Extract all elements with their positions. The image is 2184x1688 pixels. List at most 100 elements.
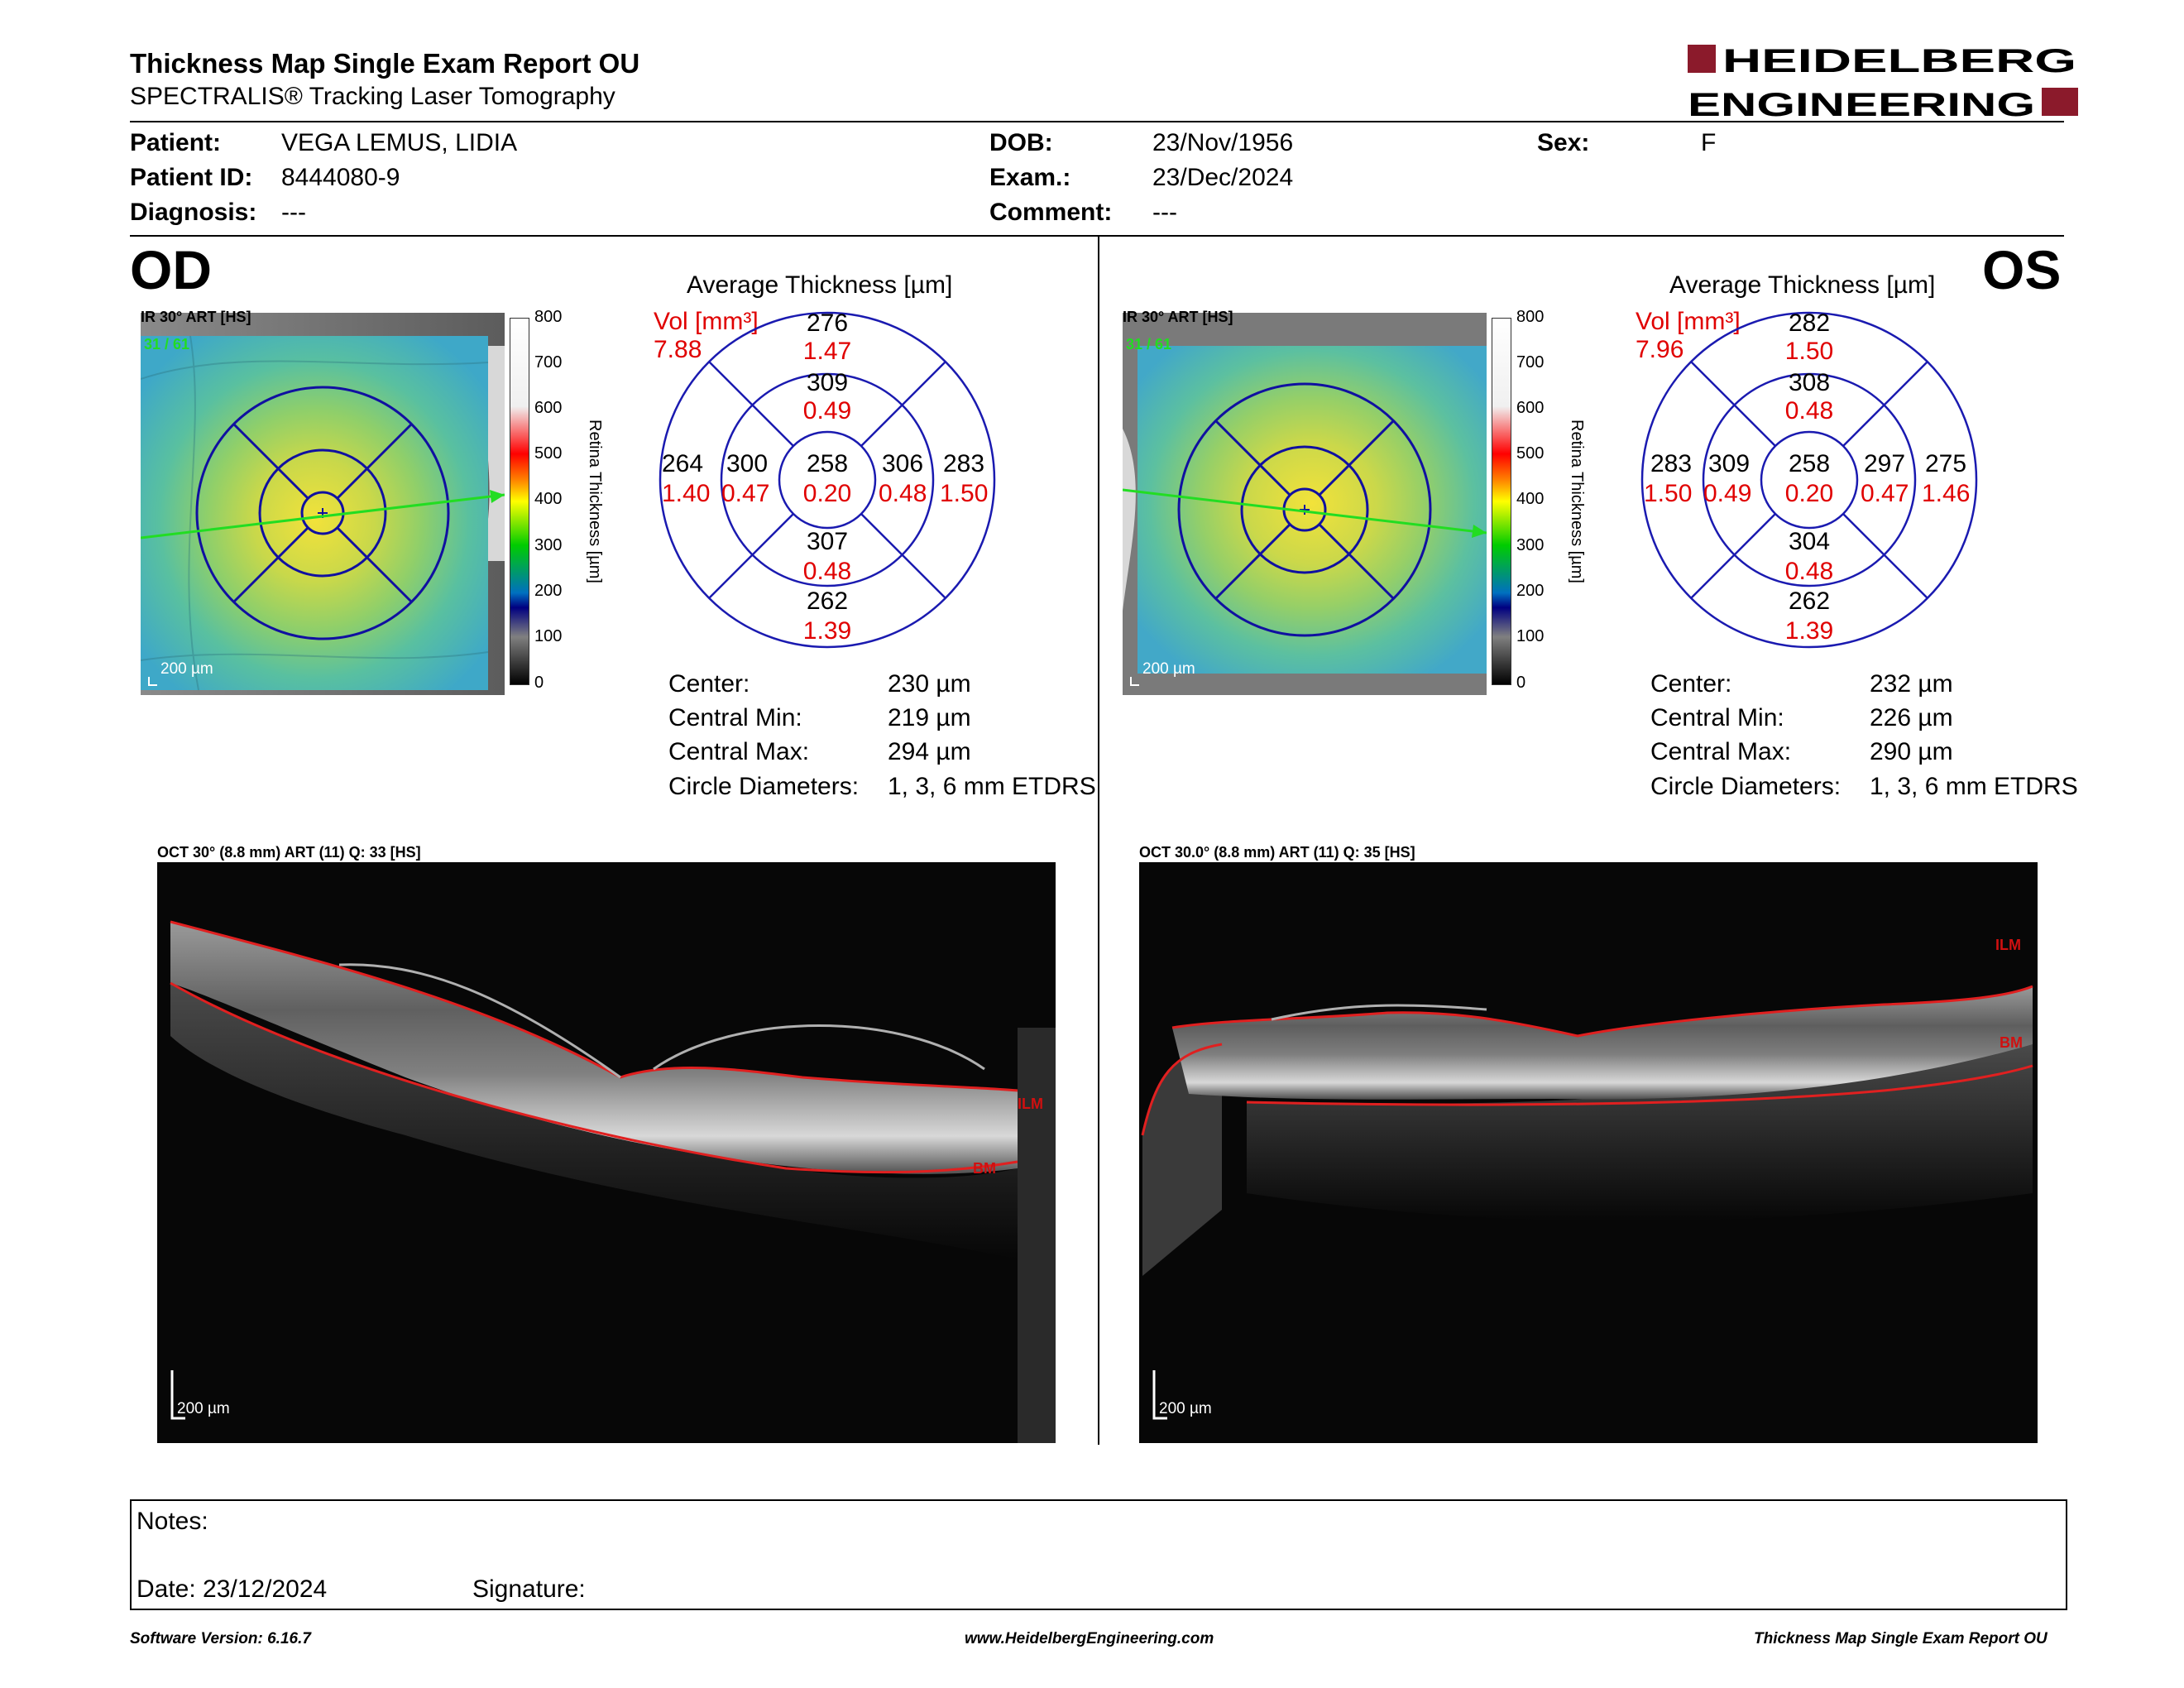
os-center-volume: 0.20 [1784,480,1834,507]
od-thickness-map: 31 / 61 200 µm [141,313,505,695]
os-diam-label: Circle Diameters: [1650,773,1842,800]
od-inner-left-volume: 0.47 [721,480,770,507]
od-inner-sup-volume: 0.49 [802,397,852,424]
scale-tick: 400 [534,490,563,508]
os-label: OS [1982,239,2062,300]
os-vol-value: 7.96 [1636,336,1684,363]
website-link[interactable]: www.HeidelbergEngineering.com [965,1630,1214,1647]
od-diam-value: 1, 3, 6 mm ETDRS [888,773,1096,800]
od-inner-sup-thickness: 309 [806,369,849,396]
scale-tick: 100 [1516,627,1545,645]
scale-tick: 300 [534,536,563,554]
od-center-value: 230 µm [888,670,971,698]
od-ilm-label: ILM [1018,1096,1043,1112]
od-inner-right-volume: 0.48 [879,480,927,507]
os-ir-count: 31 / 61 [1126,336,1172,352]
od-ir-scalebar: 200 µm [160,660,213,678]
dob-label: DOB: [989,129,1053,156]
report-title: Thickness Map Single Exam Report OU [130,48,640,79]
od-grid-values: 276 1.47 309 0.49 264 1.40 300 0.47 258 … [659,309,996,649]
patient-label: Patient: [130,129,222,156]
scale-tick: 300 [1516,536,1545,554]
sex-label: Sex: [1537,129,1590,156]
od-inner-inf-volume: 0.48 [802,558,852,585]
os-color-scale [1492,318,1511,685]
os-inner-left-thickness: 309 [1708,450,1751,477]
scale-tick: 500 [534,444,563,463]
od-scale-label: Retina Thickness [µm] [586,420,604,583]
scale-tick: 600 [534,399,563,417]
od-color-scale [510,318,529,685]
os-outer-right-thickness: 275 [1925,450,1967,477]
od-bm-label: BM [973,1160,996,1177]
od-outer-sup-volume: 1.47 [802,338,852,365]
os-min-value: 226 µm [1870,704,1953,731]
od-inner-right-thickness: 306 [882,450,924,477]
od-outer-right-thickness: 283 [943,450,985,477]
center-divider [1098,237,1099,1445]
scale-tick: 800 [534,308,563,326]
od-vol-value: 7.88 [654,336,702,363]
scale-tick: 700 [1516,353,1545,372]
notes-box[interactable]: Notes: Date: 23/12/2024 Signature: [130,1499,2067,1610]
os-scale-ticks: 800 700 600 500 400 300 200 100 0 [1516,308,1549,697]
os-grid-values: 282 1.50 308 0.48 283 1.50 309 0.49 258 … [1640,309,1978,649]
od-ir-label: IR 30° ART [HS] [141,309,251,325]
os-diam-value: 1, 3, 6 mm ETDRS [1870,773,2078,800]
od-oct-scan: ILM BM 200 µm [157,862,1056,1443]
dob-value: 23/Nov/1956 [1152,129,1294,156]
od-outer-right-volume: 1.50 [940,480,989,507]
os-inner-right-volume: 0.47 [1861,480,1909,507]
report-subtitle: SPECTRALIS® Tracking Laser Tomography [130,83,615,110]
os-oct-scan: ILM BM 200 µm [1139,862,2038,1443]
scale-tick: 0 [1516,674,1526,692]
notes-label: Notes: [136,1508,208,1535]
comment-label: Comment: [989,199,1113,226]
os-center-value: 232 µm [1870,670,1953,698]
os-outer-sup-volume: 1.50 [1784,338,1834,365]
patient-id: 8444080-9 [281,164,400,191]
od-inner-inf-thickness: 307 [806,528,849,555]
notes-date: Date: 23/12/2024 [136,1575,328,1603]
os-ir-label: IR 30° ART [HS] [1123,309,1233,325]
od-min-label: Central Min: [668,704,802,731]
logo-text-2: ENGINEERING [1688,87,2035,119]
scale-tick: 500 [1516,444,1545,463]
logo-text-1: HEIDELBERG [1722,43,2076,79]
os-center-label: Center: [1650,670,1732,698]
sex-value: F [1701,129,1717,156]
os-outer-left-volume: 1.50 [1644,480,1693,507]
os-outer-sup-thickness: 282 [1788,309,1831,337]
os-ilm-label: ILM [1995,937,2021,953]
od-scale-ticks: 800 700 600 500 400 300 200 100 0 [534,308,568,697]
od-max-value: 294 µm [888,738,971,765]
os-min-label: Central Min: [1650,704,1784,731]
patient-name: VEGA LEMUS, LIDIA [281,129,518,156]
diagnosis-label: Diagnosis: [130,199,257,226]
os-outer-left-thickness: 283 [1650,450,1693,477]
os-outer-inf-volume: 1.39 [1784,617,1834,645]
od-etdrs-grid [659,311,996,649]
os-bm-label: BM [2000,1034,2023,1051]
od-min-value: 219 µm [888,704,971,731]
os-inner-inf-thickness: 304 [1788,528,1831,555]
os-max-label: Central Max: [1650,738,1792,765]
footer-report-name: Thickness Map Single Exam Report OU [1754,1630,2048,1647]
od-center-label: Center: [668,670,750,698]
os-inner-inf-volume: 0.48 [1784,558,1834,585]
scale-tick: 800 [1516,308,1545,326]
od-center-thickness: 258 [806,450,849,477]
od-inner-left-thickness: 300 [726,450,769,477]
od-ir-count: 31 / 61 [144,336,190,352]
os-inner-sup-volume: 0.48 [1784,397,1834,424]
od-max-label: Central Max: [668,738,810,765]
od-oct-label: OCT 30° (8.8 mm) ART (11) Q: 33 [HS] [157,844,421,861]
od-oct-scalebar: 200 µm [177,1400,230,1417]
os-scale-label: Retina Thickness [µm] [1568,420,1586,583]
os-avg-title: Average Thickness [µm] [1669,271,1936,299]
scale-tick: 100 [534,627,563,645]
od-outer-left-thickness: 264 [662,450,704,477]
scale-tick: 400 [1516,490,1545,508]
diagnosis-value: --- [281,199,306,226]
patient-id-label: Patient ID: [130,164,253,191]
